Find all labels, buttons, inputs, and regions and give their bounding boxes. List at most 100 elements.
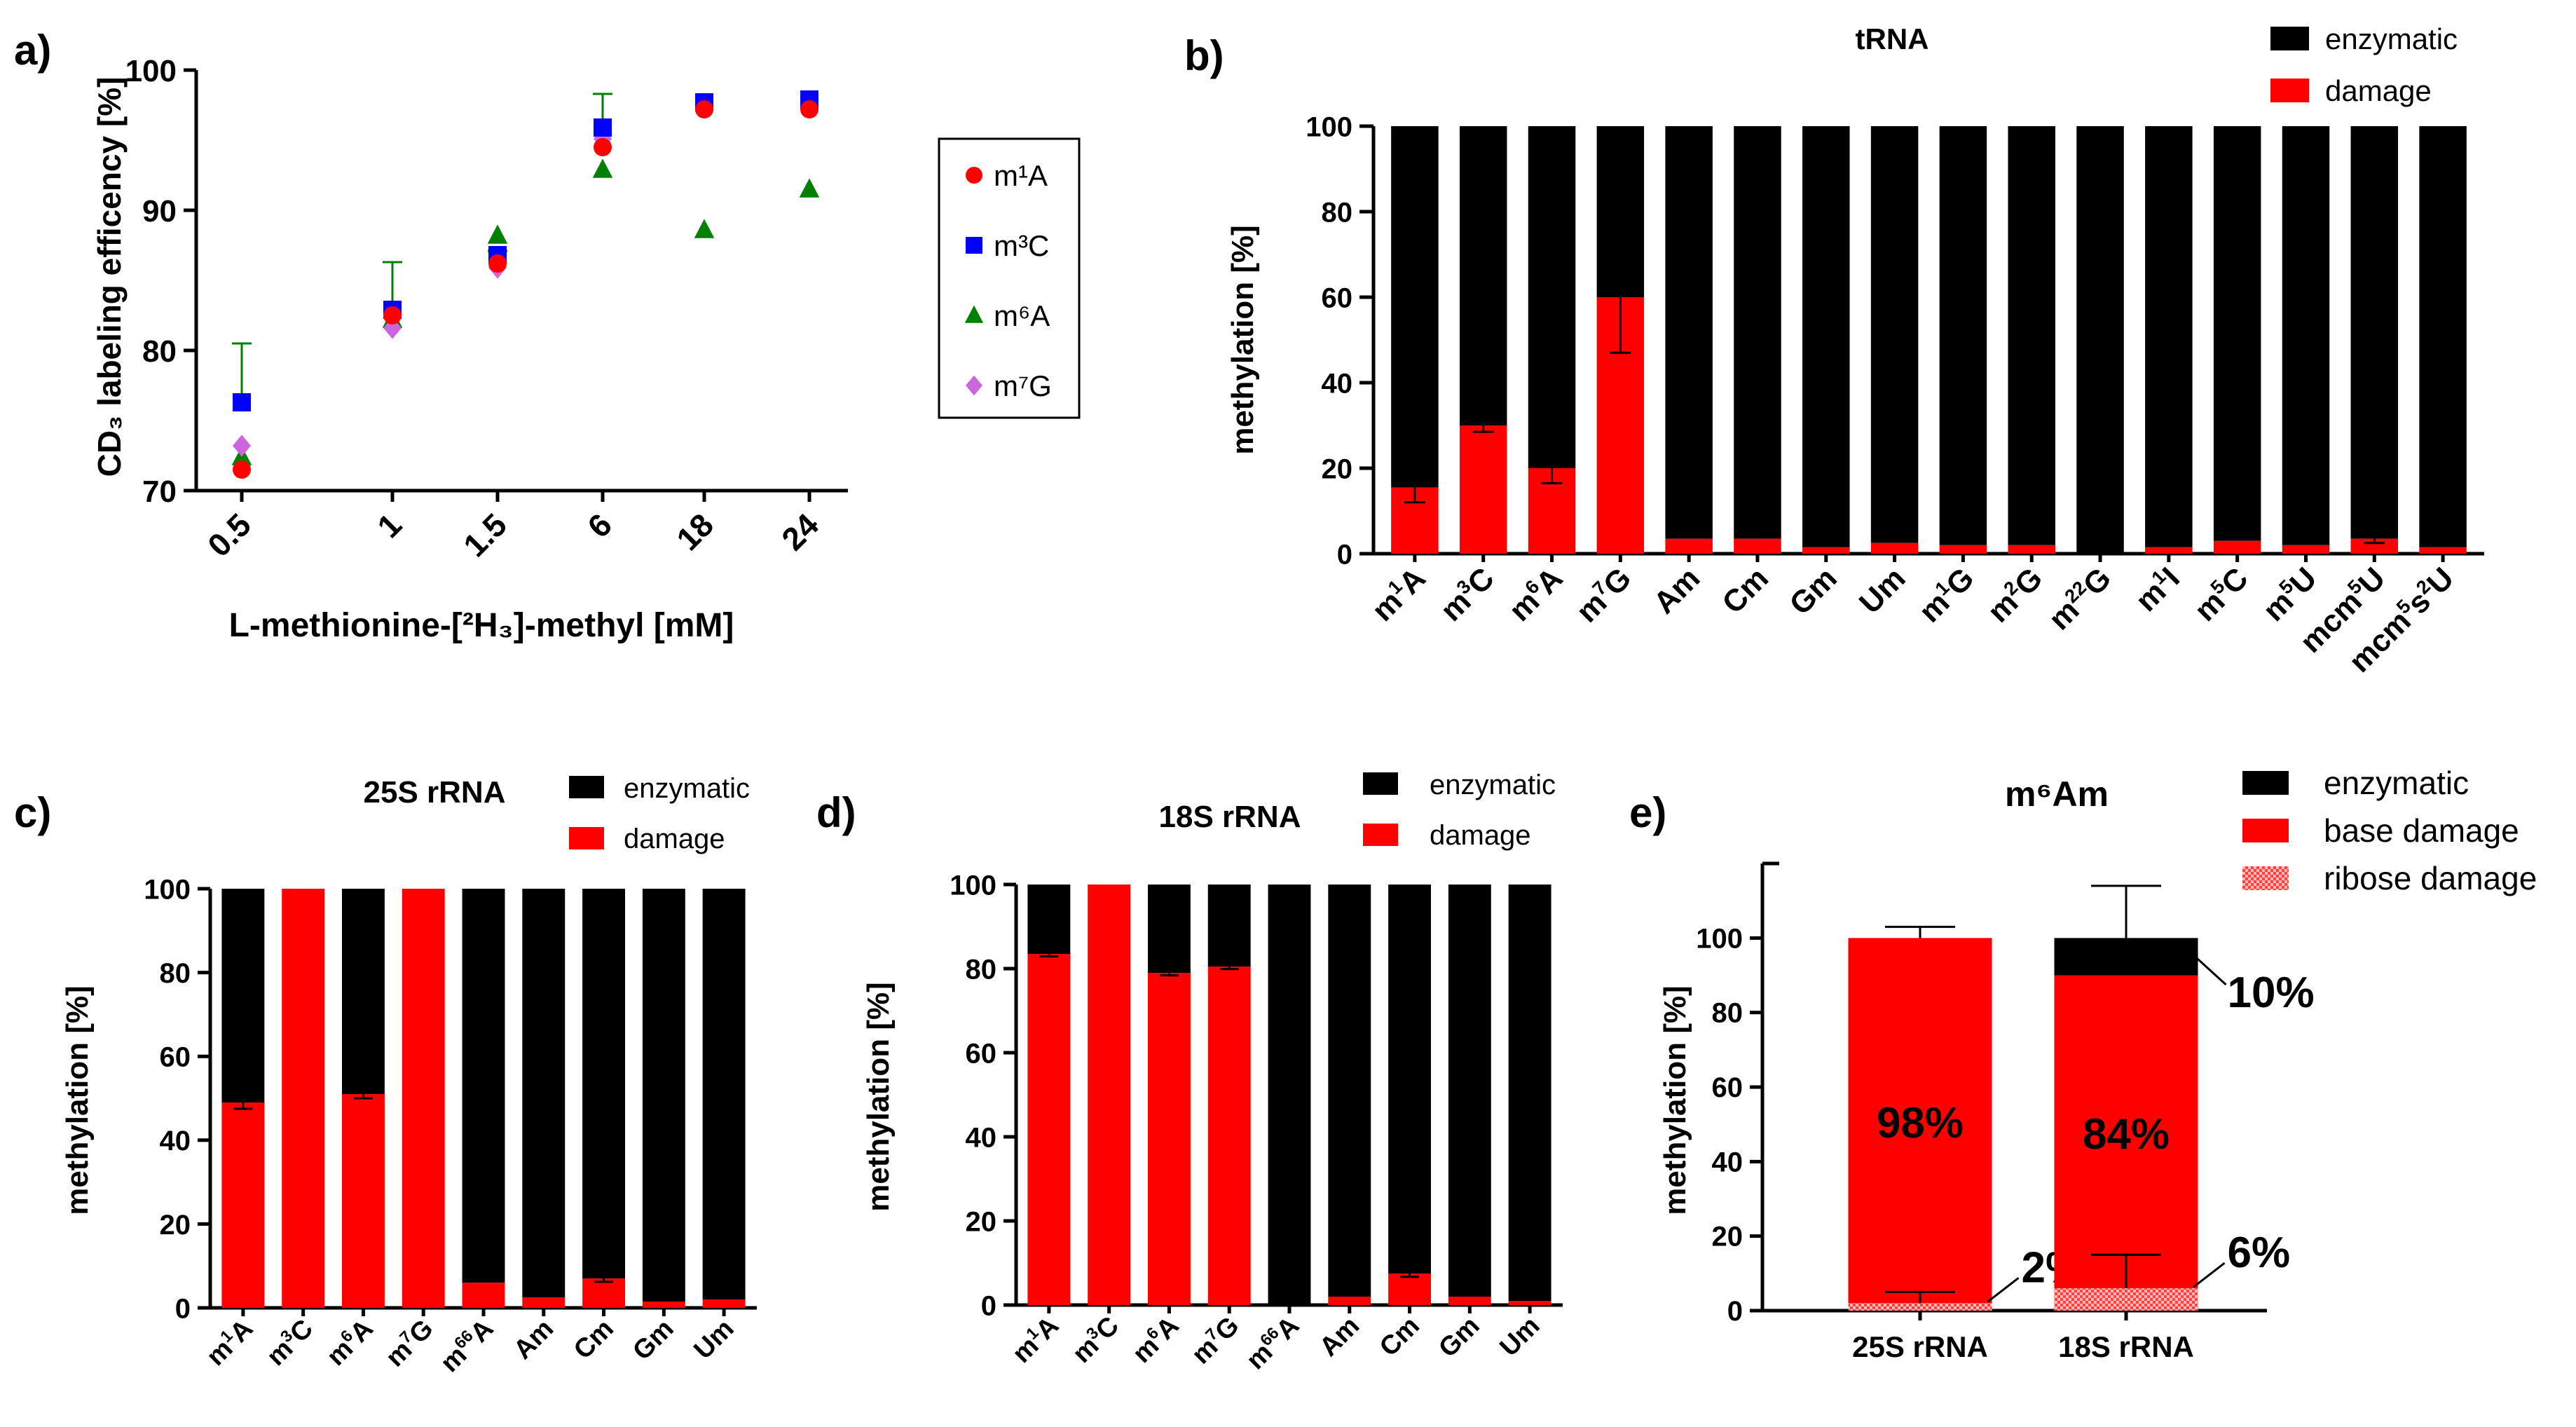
bar-damage-gm: [1448, 1297, 1491, 1305]
legend-label-enzymatic: enzymatic: [624, 773, 750, 804]
legend-swatch-enzymatic: [2270, 27, 2309, 50]
legend-label-damage: damage: [2325, 74, 2432, 107]
x-tick-label-18s-rrna: 18S rRNA: [2058, 1330, 2194, 1363]
legend-label-enzymatic: enzymatic: [2324, 765, 2469, 801]
x-tick-label-1: 1: [370, 506, 409, 545]
point-m-a-18: [695, 100, 713, 118]
panel-b-title: tRNA: [1856, 22, 1929, 55]
y-tick-label: 90: [142, 194, 177, 228]
panel-e-stacked-bar: m⁶Am methylation [%] enzymatic base dama…: [1658, 765, 2537, 1363]
panel-a-ylabel: CD₃ labeling efficency [%]: [91, 77, 128, 477]
bar-damage-gm: [1802, 547, 1850, 554]
y-tick-label: 20: [966, 1206, 997, 1237]
legend-marker-m-a: [966, 167, 982, 184]
legend-label-m-g: m⁷G: [994, 369, 1052, 402]
enzymatic-label: 10%: [2228, 969, 2315, 1017]
x-tick-label-m7g: m7G: [1185, 1310, 1245, 1370]
bar-enzymatic-m6a: [1528, 126, 1576, 468]
bar-enzymatic-m1i: [2145, 126, 2193, 547]
panel-a-xlabel: L-methionine-[²H₃]-methyl [mM]: [229, 607, 734, 644]
bar-damage-m2g: [2008, 545, 2055, 554]
y-tick-label: 40: [1712, 1147, 1743, 1177]
enzymatic-leader: [2194, 955, 2227, 986]
legend-label-ribose-damage: ribose damage: [2324, 860, 2537, 896]
y-tick-label: 60: [1712, 1072, 1743, 1103]
bar-enzymatic-m66a: [462, 889, 505, 1283]
legend-label-enzymatic: enzymatic: [2325, 22, 2458, 55]
x-tick-label-am: Am: [1647, 561, 1706, 620]
legend-label-m-c: m³C: [994, 229, 1049, 262]
y-tick-label: 60: [966, 1038, 997, 1069]
bar-enzymatic-am: [1665, 126, 1713, 539]
legend-label-base-damage: base damage: [2324, 812, 2519, 849]
bar-ribose-damage-18s-rrna: [2054, 1288, 2198, 1311]
x-tick-label-m7g: m7G: [379, 1313, 439, 1372]
bar-damage-mcm5u: [2350, 538, 2399, 554]
legend-label-damage: damage: [1430, 820, 1531, 851]
panel-a-legend: m¹A m³C m⁶A m⁷G: [938, 137, 1081, 419]
point-m-a-0-5: [233, 460, 251, 479]
legend-marker-m-c: [966, 237, 982, 254]
panel-d-stacked-bar: 18S rRNA methylation [%] enzymatic damag…: [861, 770, 1563, 1375]
bar-damage-m7g: [1207, 967, 1251, 1305]
bar-damage-m1i: [2145, 547, 2193, 554]
bar-enzymatic-gm: [1802, 126, 1850, 547]
point-m-g-0-5: [233, 435, 251, 457]
x-tick-label-gm: Gm: [627, 1314, 680, 1367]
x-tick-label-m1i: m1I: [2128, 559, 2186, 618]
x-tick-label-m3c: m3C: [260, 1313, 319, 1372]
ribose-leader-18s-rrna: [2193, 1262, 2226, 1288]
x-tick-label-um: Um: [1494, 1311, 1545, 1363]
bar-enzymatic-m22g: [2076, 126, 2124, 554]
legend-label-m-a: m¹A: [994, 159, 1048, 192]
x-tick-label-m66a: m66A: [1240, 1310, 1305, 1375]
x-tick-label-m7g: m7G: [1568, 559, 1638, 629]
legend-swatch-base-damage: [2242, 819, 2289, 842]
x-tick-label-um: Um: [1853, 561, 1912, 620]
panel-d-legend: enzymatic damage: [1363, 770, 1556, 851]
x-tick-label-am: Am: [1314, 1311, 1365, 1363]
bar-damage-m3c: [282, 889, 325, 1308]
bar-enzymatic-am: [522, 889, 566, 1298]
y-tick-label: 70: [142, 474, 177, 509]
bar-damage-m6a: [1147, 973, 1191, 1305]
x-tick-label-m3c: m3C: [1066, 1310, 1125, 1369]
panel-d-title: 18S rRNA: [1159, 800, 1301, 834]
bar-enzymatic-m1a: [221, 889, 265, 1102]
x-tick-label-25s-rrna: 25S rRNA: [1852, 1330, 1988, 1363]
x-tick-label-m1a: m1A: [200, 1313, 259, 1372]
y-tick-label: 0: [175, 1293, 191, 1324]
bar-enzymatic-cm: [1734, 126, 1781, 539]
bar-enzymatic-m5c: [2213, 126, 2261, 541]
x-tick-label-gm: Gm: [1433, 1311, 1486, 1364]
y-tick-label: 100: [1696, 923, 1743, 954]
legend-label-m-a: m⁶A: [994, 299, 1050, 332]
bar-enzymatic-m1a: [1027, 885, 1071, 954]
bar-enzymatic-cm: [1388, 885, 1432, 1274]
bar-enzymatic-m3c: [1459, 126, 1507, 425]
y-tick-label: 80: [160, 958, 191, 989]
y-tick-label: 80: [1322, 197, 1353, 228]
bar-damage-um: [1870, 542, 1919, 554]
legend-swatch-damage: [569, 827, 604, 849]
x-tick-label-0-5: 0.5: [200, 506, 258, 564]
legend-marker-m-g: [966, 375, 982, 396]
legend-swatch-damage: [1363, 824, 1398, 846]
y-tick-label: 40: [160, 1126, 191, 1156]
y-tick-label: 100: [125, 54, 177, 88]
point-m-a-6: [592, 158, 613, 178]
bar-enzymatic-m6a: [341, 889, 385, 1095]
legend-marker-m-a: [964, 305, 984, 323]
panel-d-ylabel: methylation [%]: [861, 982, 896, 1212]
x-tick-label-m22g: m22G: [2041, 559, 2118, 636]
point-m-c-6: [594, 118, 612, 137]
point-m-a-18: [694, 219, 715, 238]
bar-enzymatic-m7g: [1207, 885, 1251, 967]
x-tick-label-cm: Cm: [1715, 561, 1775, 620]
bar-damage-cm: [1734, 538, 1781, 554]
bar-damage-am: [1665, 538, 1713, 554]
bar-damage-m5c: [2213, 540, 2261, 554]
x-tick-label-18: 18: [669, 506, 720, 557]
x-tick-label-cm: Cm: [1374, 1311, 1425, 1363]
